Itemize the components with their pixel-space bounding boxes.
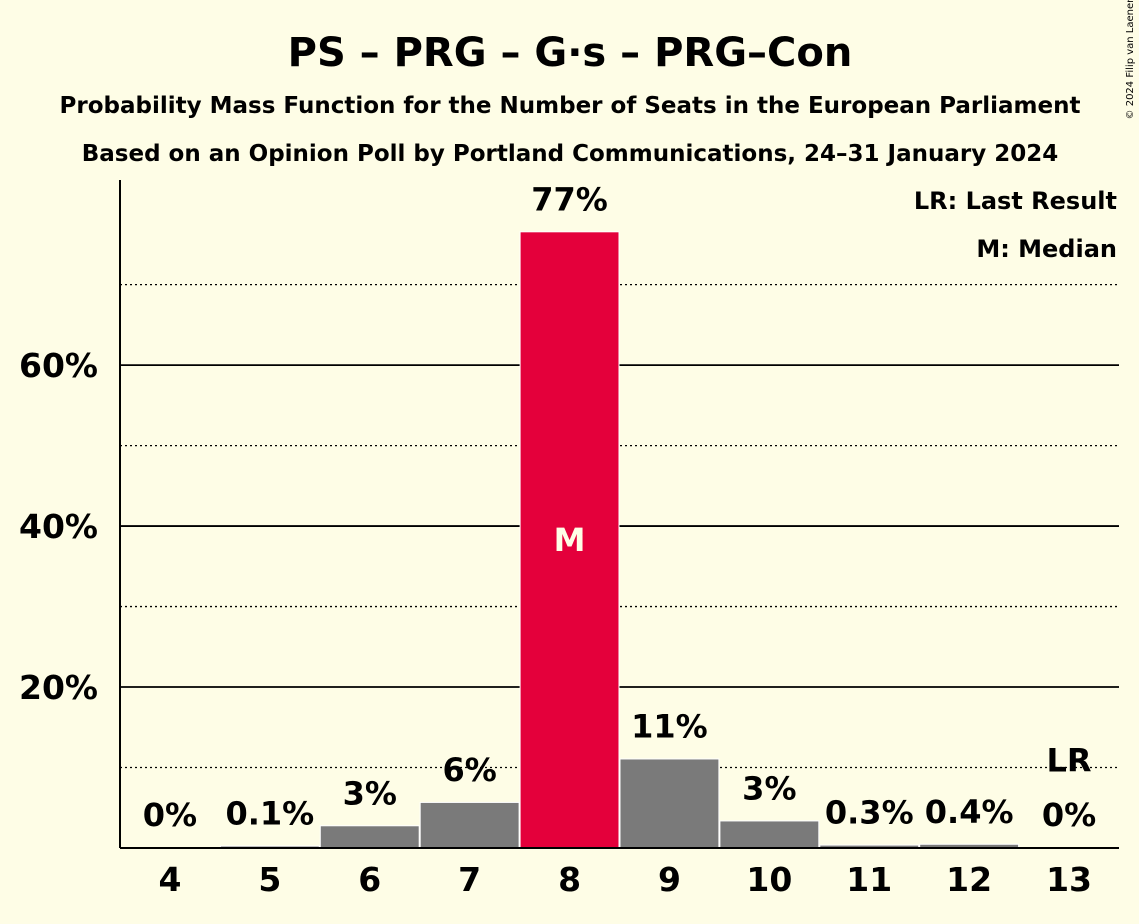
bar-7 bbox=[420, 802, 519, 848]
x-tick-label-11: 11 bbox=[846, 860, 892, 899]
bar-label-7: 6% bbox=[442, 751, 496, 789]
x-tick-label-4: 4 bbox=[158, 860, 181, 899]
bar-labels: 0% 0.1% 3% 6% 77% M 11% 3% 0.3% 0.4% 0% LR bbox=[143, 180, 1096, 834]
x-tick-label-9: 9 bbox=[658, 860, 681, 899]
bar-label-10: 3% bbox=[742, 769, 796, 807]
bar-8 bbox=[520, 232, 619, 849]
legend: LR: Last Result M: Median bbox=[914, 187, 1117, 263]
x-tick-label-13: 13 bbox=[1046, 860, 1092, 899]
bar-label-4: 0% bbox=[143, 796, 197, 834]
axes: 4 5 6 7 8 9 10 11 12 13 20% 40% 60% bbox=[19, 180, 1119, 899]
bar-label-11: 0.3% bbox=[825, 794, 914, 832]
last-result-marker: LR bbox=[1047, 741, 1092, 779]
copyright-notice: © 2024 Filip van Laenen bbox=[1125, 0, 1136, 119]
bar-label-12: 0.4% bbox=[925, 793, 1014, 831]
y-tick-label-60: 60% bbox=[19, 346, 98, 385]
bar-label-9: 11% bbox=[631, 707, 708, 745]
bar-label-6: 3% bbox=[343, 774, 397, 812]
chart-subtitle-1: Probability Mass Function for the Number… bbox=[60, 93, 1081, 119]
y-tick-label-20: 20% bbox=[19, 668, 98, 707]
bar-6 bbox=[320, 826, 419, 848]
bar-12 bbox=[920, 844, 1019, 848]
bars bbox=[219, 231, 1020, 849]
x-tick-label-10: 10 bbox=[746, 860, 792, 899]
y-tick-label-40: 40% bbox=[19, 507, 98, 546]
x-tick-label-12: 12 bbox=[946, 860, 992, 899]
x-tick-label-7: 7 bbox=[458, 860, 481, 899]
legend-entry-1: M: Median bbox=[976, 235, 1117, 263]
bar-11 bbox=[820, 845, 919, 848]
chart-subtitle-2: Based on an Opinion Poll by Portland Com… bbox=[82, 141, 1059, 167]
legend-entry-0: LR: Last Result bbox=[914, 187, 1117, 215]
median-marker: M bbox=[554, 521, 586, 559]
bar-label-5: 0.1% bbox=[225, 795, 314, 833]
x-tick-label-5: 5 bbox=[258, 860, 281, 899]
bar-9 bbox=[620, 759, 719, 848]
chart-title: PS – PRG – G·s – PRG–Con bbox=[288, 30, 853, 76]
bar-10 bbox=[720, 821, 819, 848]
x-tick-label-8: 8 bbox=[558, 860, 581, 899]
bar-label-13: 0% bbox=[1042, 796, 1096, 834]
x-tick-label-6: 6 bbox=[358, 860, 381, 899]
bar-label-8: 77% bbox=[531, 180, 608, 218]
